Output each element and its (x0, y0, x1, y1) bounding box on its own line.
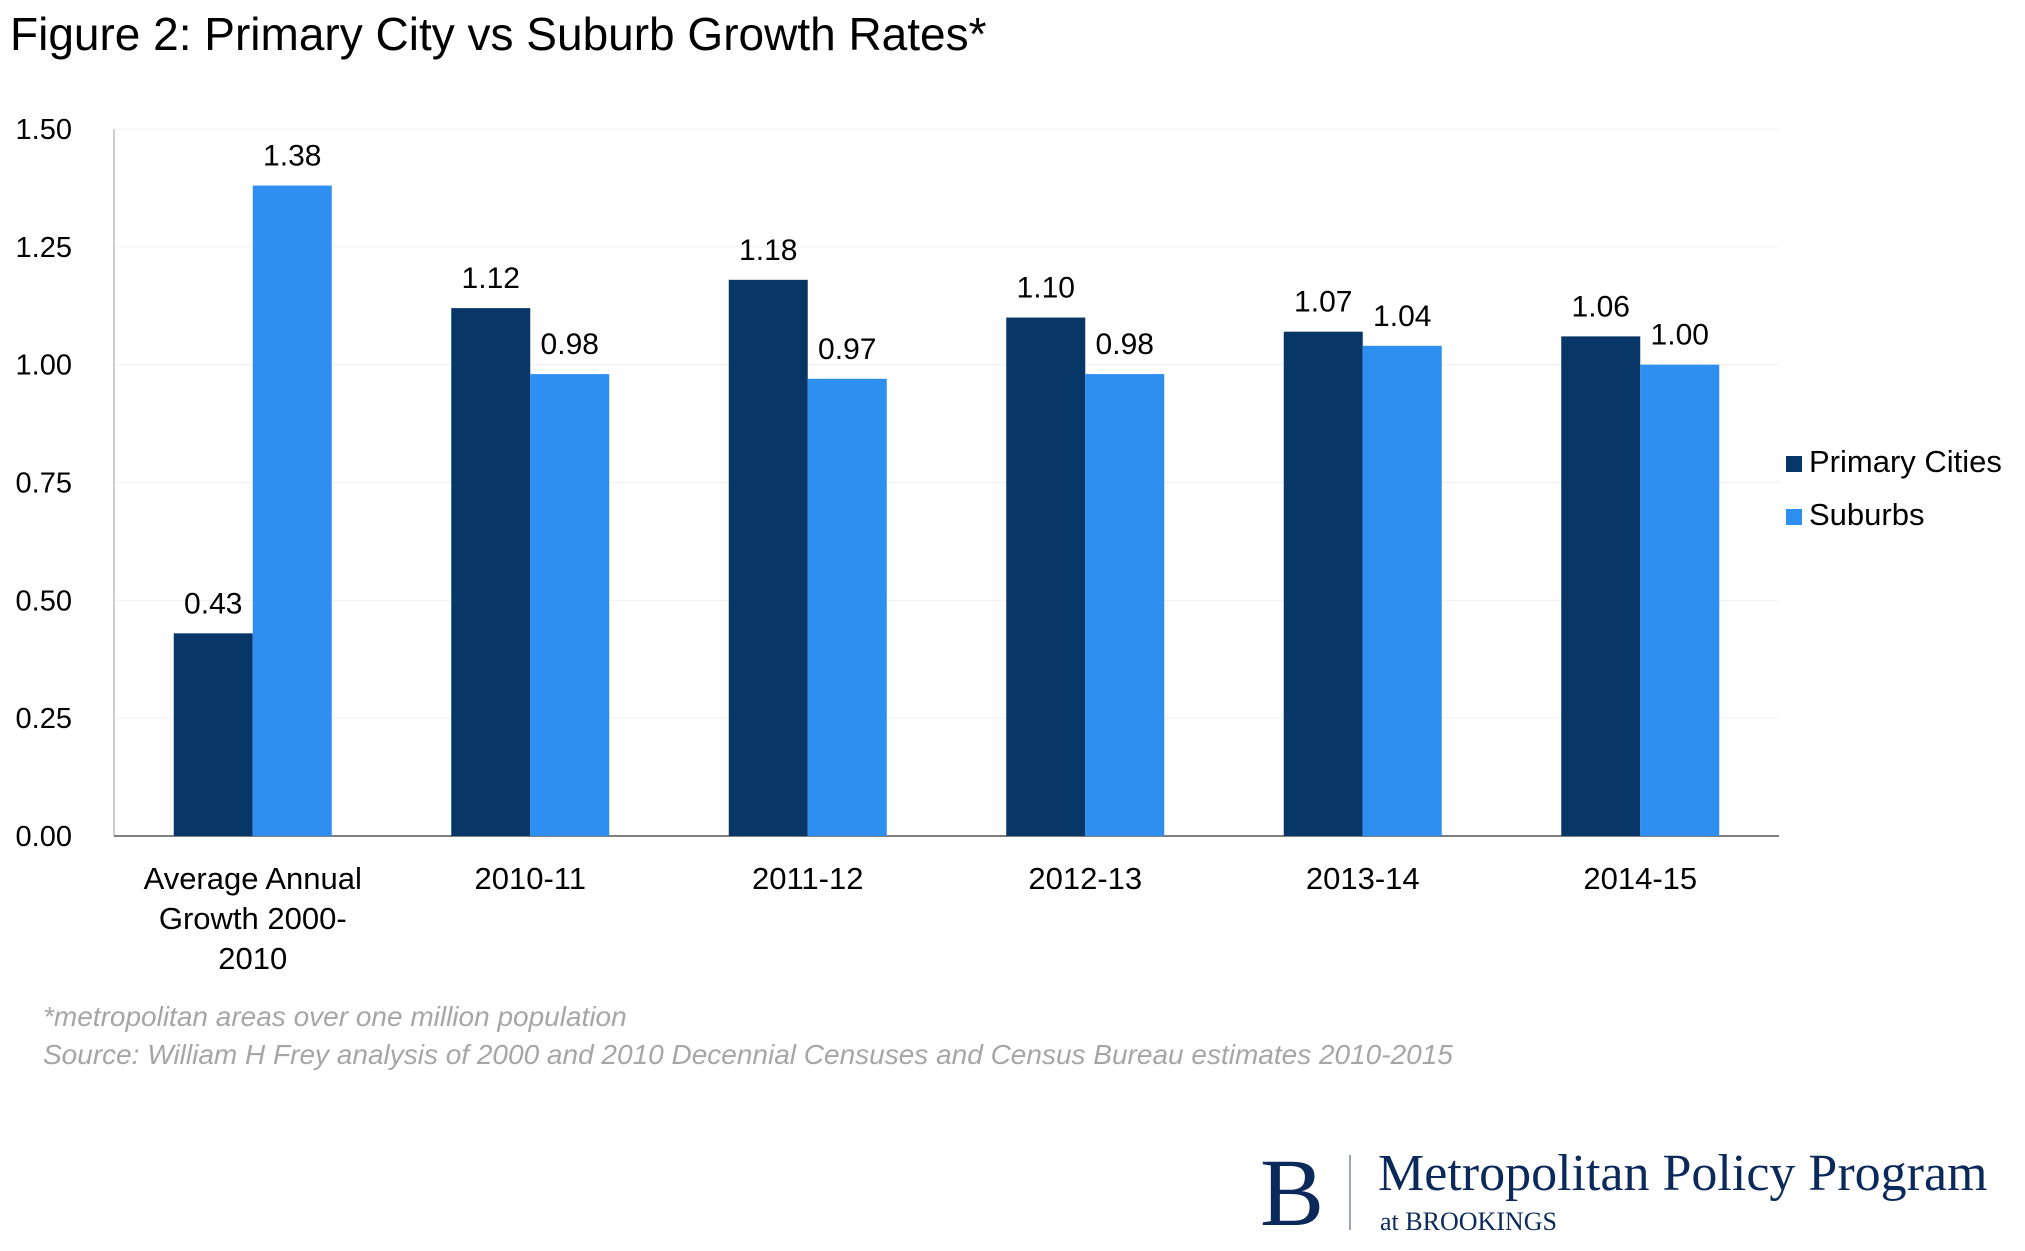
data-label: 1.04 (1373, 300, 1431, 333)
bar-suburbs (252, 185, 332, 836)
data-label: 1.12 (462, 262, 520, 295)
data-label: 1.07 (1294, 286, 1352, 319)
bar-suburbs (807, 378, 887, 836)
bar-primary-cities (451, 308, 531, 836)
data-label: 0.97 (818, 333, 876, 366)
legend-swatch (1786, 509, 1802, 525)
svg-text:Metropolitan Policy Program: Metropolitan Policy Program (1378, 1145, 1987, 1202)
x-tick-label: 2010-11 (475, 861, 586, 896)
bar-primary-cities (173, 633, 253, 836)
legend-label: Primary Cities (1809, 444, 2002, 479)
brookings-logo: B Metropolitan Policy Program at BROOKIN… (1260, 1139, 1987, 1246)
y-tick-label: 1.50 (16, 114, 72, 146)
bar-primary-cities (728, 279, 808, 836)
data-label: 0.98 (541, 328, 599, 361)
data-label: 1.10 (1017, 272, 1075, 305)
y-tick-label: 1.00 (16, 350, 72, 382)
x-tick-label: Growth 2000- (159, 901, 347, 936)
bar-primary-cities (1561, 336, 1641, 836)
x-tick-label: 2011-12 (752, 861, 863, 896)
bar-primary-cities (1006, 317, 1086, 836)
svg-text:B: B (1260, 1139, 1324, 1246)
x-tick-label: 2014-15 (1583, 861, 1697, 896)
bar-suburbs (530, 374, 610, 836)
y-tick-label: 0.50 (16, 585, 72, 617)
y-tick-label: 0.25 (16, 703, 72, 735)
legend-swatch (1786, 456, 1802, 472)
legend-label: Suburbs (1809, 497, 1924, 532)
bar-suburbs (1085, 374, 1165, 836)
y-tick-label: 1.25 (16, 232, 72, 264)
data-label: 1.38 (263, 140, 321, 173)
x-tick-label: 2013-14 (1306, 861, 1420, 896)
svg-text:at BROOKINGS: at BROOKINGS (1380, 1207, 1557, 1236)
data-label: 1.00 (1651, 319, 1709, 352)
footnote-source: Source: William H Frey analysis of 2000 … (43, 1039, 1453, 1070)
y-tick-label: 0.75 (16, 468, 72, 500)
bar-suburbs (1362, 345, 1442, 836)
data-label: 0.43 (184, 587, 242, 620)
data-label: 0.98 (1096, 328, 1154, 361)
bar-primary-cities (1283, 331, 1363, 836)
data-label: 1.06 (1572, 290, 1630, 323)
data-label: 1.18 (739, 234, 797, 267)
footnote-population: *metropolitan areas over one million pop… (43, 1001, 627, 1032)
x-tick-label: 2012-13 (1028, 861, 1142, 896)
x-tick-label: 2010 (218, 941, 287, 976)
y-tick-label: 0.00 (16, 821, 72, 853)
chart-title: Figure 2: Primary City vs Suburb Growth … (10, 8, 987, 60)
bar-suburbs (1640, 364, 1720, 836)
x-tick-label: Average Annual (144, 861, 362, 896)
